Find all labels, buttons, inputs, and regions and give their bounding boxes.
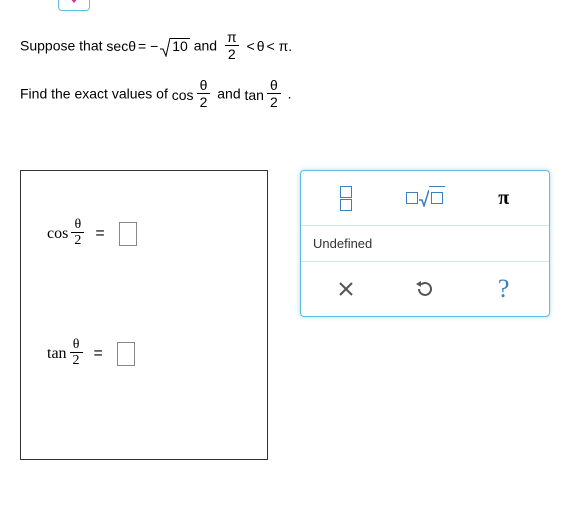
tan-eq: =	[94, 345, 103, 363]
problem-line-2: Find the exact values of cos θ 2 and tan…	[20, 78, 292, 111]
intro-text: Suppose that	[20, 37, 106, 53]
chevron-down-icon	[66, 0, 82, 5]
fraction-button[interactable]	[307, 179, 386, 217]
tan-th: θ	[70, 337, 83, 352]
th-num-b: θ	[267, 78, 281, 93]
theta-mid: θ	[257, 37, 265, 57]
tan-func-label: tan θ 2	[47, 337, 86, 370]
tan-frac: θ 2	[70, 337, 83, 370]
find-text: Find the exact values of	[20, 85, 172, 101]
cos-half: cos θ 2	[172, 78, 214, 111]
cos-eq: =	[95, 225, 104, 243]
lt2: < π.	[267, 37, 293, 57]
period: .	[288, 85, 292, 101]
cos-two: 2	[71, 232, 84, 250]
sec-label: sec	[106, 37, 128, 57]
chevron-dropdown[interactable]	[58, 0, 90, 11]
sec-expr: sec θ = − 10	[106, 37, 189, 57]
lt1: <	[247, 37, 255, 57]
toolbox-row-1: π	[301, 171, 549, 226]
pi-over-2: π 2	[224, 30, 240, 63]
and2-text: and	[217, 85, 244, 101]
problem-line-1: Suppose that sec θ = − 10 and π 2 < θ < …	[20, 30, 567, 63]
theta-over-2-a: θ 2	[197, 78, 211, 111]
range-expr: < θ < π.	[247, 37, 293, 57]
fraction-icon	[340, 186, 352, 211]
cos-answer-row: cos θ 2 =	[47, 217, 137, 250]
pi-icon: π	[498, 187, 509, 210]
eq-neg: = −	[138, 37, 158, 57]
theta-over-2-b: θ 2	[267, 78, 281, 111]
toolbox-row-2: Undefined	[301, 226, 549, 262]
toolbox-row-3: ?	[301, 262, 549, 316]
theta-sym: θ	[128, 37, 136, 57]
and-text: and	[194, 37, 221, 53]
tan-half: tan θ 2	[245, 78, 284, 111]
tan-label: tan	[245, 87, 264, 103]
radical-icon	[160, 37, 170, 57]
tan-func: tan	[47, 345, 67, 363]
pi-button[interactable]: π	[464, 179, 543, 217]
cos-func-label: cos θ 2	[47, 217, 87, 250]
close-button[interactable]	[307, 270, 386, 308]
answer-panel: cos θ 2 = tan θ 2 =	[20, 170, 268, 460]
undefined-button[interactable]: Undefined	[301, 226, 549, 261]
undefined-label: Undefined	[313, 236, 372, 251]
pi-num: π	[224, 30, 240, 45]
th-num-a: θ	[197, 78, 211, 93]
cos-input[interactable]	[119, 222, 137, 246]
help-button[interactable]: ?	[464, 270, 543, 308]
math-toolbox: π Undefined ?	[300, 170, 550, 317]
two-den-b: 2	[267, 93, 281, 111]
sqrt-ten: 10	[160, 37, 190, 57]
two-den-a: 2	[197, 93, 211, 111]
tan-two: 2	[70, 352, 83, 370]
cos-func: cos	[47, 225, 68, 243]
reset-button[interactable]	[386, 270, 465, 308]
help-icon: ?	[498, 274, 510, 304]
sqrt-val: 10	[170, 38, 190, 54]
cos-frac: θ 2	[71, 217, 84, 250]
tan-input[interactable]	[117, 342, 135, 366]
two-den: 2	[225, 45, 239, 63]
cos-label: cos	[172, 87, 194, 103]
reset-icon	[415, 279, 435, 299]
close-icon	[337, 280, 355, 298]
sqrt-button[interactable]	[386, 179, 465, 217]
tan-answer-row: tan θ 2 =	[47, 337, 135, 370]
sqrt-icon	[406, 186, 445, 210]
cos-th: θ	[71, 217, 84, 232]
